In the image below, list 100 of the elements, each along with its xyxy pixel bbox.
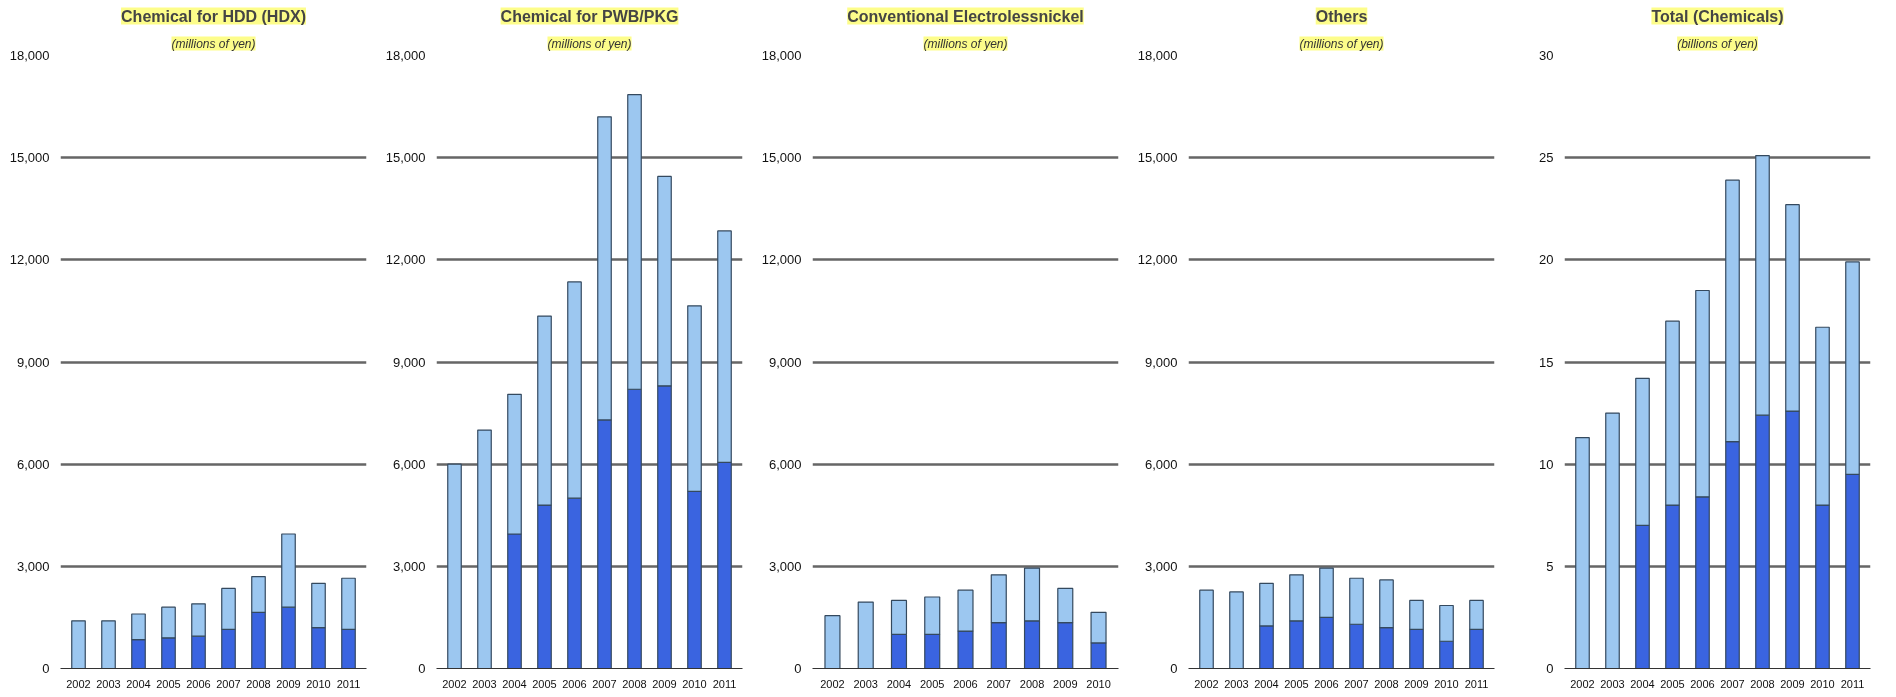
x-tick-label: 2004 <box>1630 677 1655 690</box>
y-tick-label: 25 <box>1539 150 1554 166</box>
x-tick-label: 2002 <box>820 677 845 690</box>
y-tick-label: 20 <box>1539 252 1554 268</box>
chart-subtitle: (millions of yen) <box>547 36 632 51</box>
y-tick-label: 18,000 <box>385 48 426 63</box>
y-tick-label: 15,000 <box>761 150 802 166</box>
x-tick-label: 2005 <box>532 677 557 690</box>
x-tick-label: 2002 <box>1194 677 1219 690</box>
y-tick-label: 18,000 <box>9 48 50 63</box>
x-tick-label: 2011 <box>1464 677 1489 690</box>
x-tick-label: 2008 <box>1019 677 1045 690</box>
bar <box>71 620 86 669</box>
x-tick-label: 2007 <box>1344 677 1369 690</box>
x-tick-label: 2004 <box>886 677 912 690</box>
chart-subtitle: (billions of yen) <box>1677 36 1758 51</box>
y-tick-label: 9,000 <box>1144 354 1178 370</box>
x-tick-label: 2006 <box>953 677 978 690</box>
y-tick-label: 3,000 <box>1144 558 1178 574</box>
x-tick-label: 2008 <box>246 677 271 690</box>
x-tick-label: 2009 <box>652 677 677 690</box>
x-tick-label: 2008 <box>622 677 647 690</box>
x-tick-label: 2006 <box>186 677 211 690</box>
x-tick-label: 2006 <box>562 677 587 690</box>
x-tick-label: 2002 <box>66 677 91 690</box>
y-tick-label: 15,000 <box>385 150 426 166</box>
chart-title: Chemical for PWB/PKG <box>500 7 679 25</box>
x-tick-label: 2003 <box>1600 677 1625 690</box>
x-tick-label: 2005 <box>920 677 945 690</box>
x-tick-label: 2003 <box>853 677 878 690</box>
x-tick-label: 2003 <box>96 677 121 690</box>
x-tick-label: 2007 <box>592 677 617 690</box>
y-tick-label: 0 <box>1170 661 1178 676</box>
y-tick-label: 15,000 <box>9 150 50 166</box>
bar <box>477 429 492 669</box>
bar <box>447 463 462 669</box>
x-tick-label: 2010 <box>1086 677 1111 690</box>
bar <box>1199 589 1214 669</box>
y-tick-label: 0 <box>1546 661 1554 676</box>
chart-subtitle: (millions of yen) <box>1299 36 1384 51</box>
x-tick-label: 2009 <box>1404 677 1429 690</box>
x-tick-label: 2010 <box>1810 677 1835 690</box>
x-tick-label: 2003 <box>472 677 497 690</box>
y-tick-label: 12,000 <box>385 252 426 268</box>
x-tick-label: 2003 <box>1224 677 1249 690</box>
x-tick-label: 2008 <box>1750 677 1775 690</box>
bar <box>1575 437 1590 669</box>
y-tick-label: 6,000 <box>16 456 50 472</box>
x-tick-label: 2007 <box>986 677 1012 690</box>
x-tick-label: 2004 <box>1254 677 1279 690</box>
chart-title: Total (Chemicals) <box>1651 7 1784 25</box>
x-tick-label: 2005 <box>1660 677 1685 690</box>
chart-title: Chemical for HDD (HDX) <box>121 7 306 25</box>
y-tick-label: 9,000 <box>392 354 426 370</box>
x-tick-label: 2008 <box>1374 677 1399 690</box>
bar <box>1605 412 1620 669</box>
y-tick-label: 0 <box>418 661 426 676</box>
x-tick-label: 2010 <box>306 677 331 690</box>
x-tick-label: 2004 <box>502 677 527 690</box>
y-tick-label: 9,000 <box>768 354 802 370</box>
y-tick-label: 0 <box>42 661 50 676</box>
chart-subtitle: (millions of yen) <box>923 36 1008 51</box>
x-tick-label: 2010 <box>682 677 707 690</box>
x-tick-label: 2006 <box>1690 677 1715 690</box>
x-tick-label: 2011 <box>1840 677 1865 690</box>
x-tick-label: 2005 <box>156 677 181 690</box>
x-tick-label: 2009 <box>1053 677 1078 690</box>
chart-subtitle: (millions of yen) <box>171 36 256 51</box>
y-tick-label: 3,000 <box>16 558 50 574</box>
y-tick-label: 12,000 <box>9 252 50 268</box>
y-tick-label: 6,000 <box>1144 456 1178 472</box>
y-tick-label: 10 <box>1539 456 1554 472</box>
x-tick-label: 2009 <box>276 677 301 690</box>
y-tick-label: 3,000 <box>392 558 426 574</box>
x-tick-label: 2002 <box>1570 677 1595 690</box>
y-tick-label: 30 <box>1539 48 1554 63</box>
y-tick-label: 18,000 <box>761 48 802 63</box>
y-tick-label: 15,000 <box>1137 150 1178 166</box>
y-tick-label: 5 <box>1546 558 1554 574</box>
x-tick-label: 2002 <box>442 677 467 690</box>
y-tick-label: 6,000 <box>768 456 802 472</box>
chart-title: Others <box>1315 7 1368 25</box>
y-tick-label: 18,000 <box>1137 48 1178 63</box>
x-tick-label: 2004 <box>126 677 151 690</box>
y-tick-label: 15 <box>1539 354 1554 370</box>
x-tick-label: 2009 <box>1780 677 1805 690</box>
x-tick-label: 2010 <box>1434 677 1459 690</box>
x-tick-label: 2011 <box>712 677 737 690</box>
bar <box>1229 591 1244 669</box>
chart-title: Conventional Electrolessnickel <box>847 7 1084 25</box>
y-tick-label: 12,000 <box>1137 252 1178 268</box>
y-tick-label: 9,000 <box>16 354 50 370</box>
y-tick-label: 3,000 <box>768 558 802 574</box>
x-tick-label: 2006 <box>1314 677 1339 690</box>
y-tick-label: 6,000 <box>392 456 426 472</box>
y-tick-label: 0 <box>794 661 802 676</box>
x-tick-label: 2007 <box>216 677 241 690</box>
x-tick-label: 2011 <box>336 677 361 690</box>
bar <box>101 620 116 669</box>
x-tick-label: 2007 <box>1720 677 1745 690</box>
